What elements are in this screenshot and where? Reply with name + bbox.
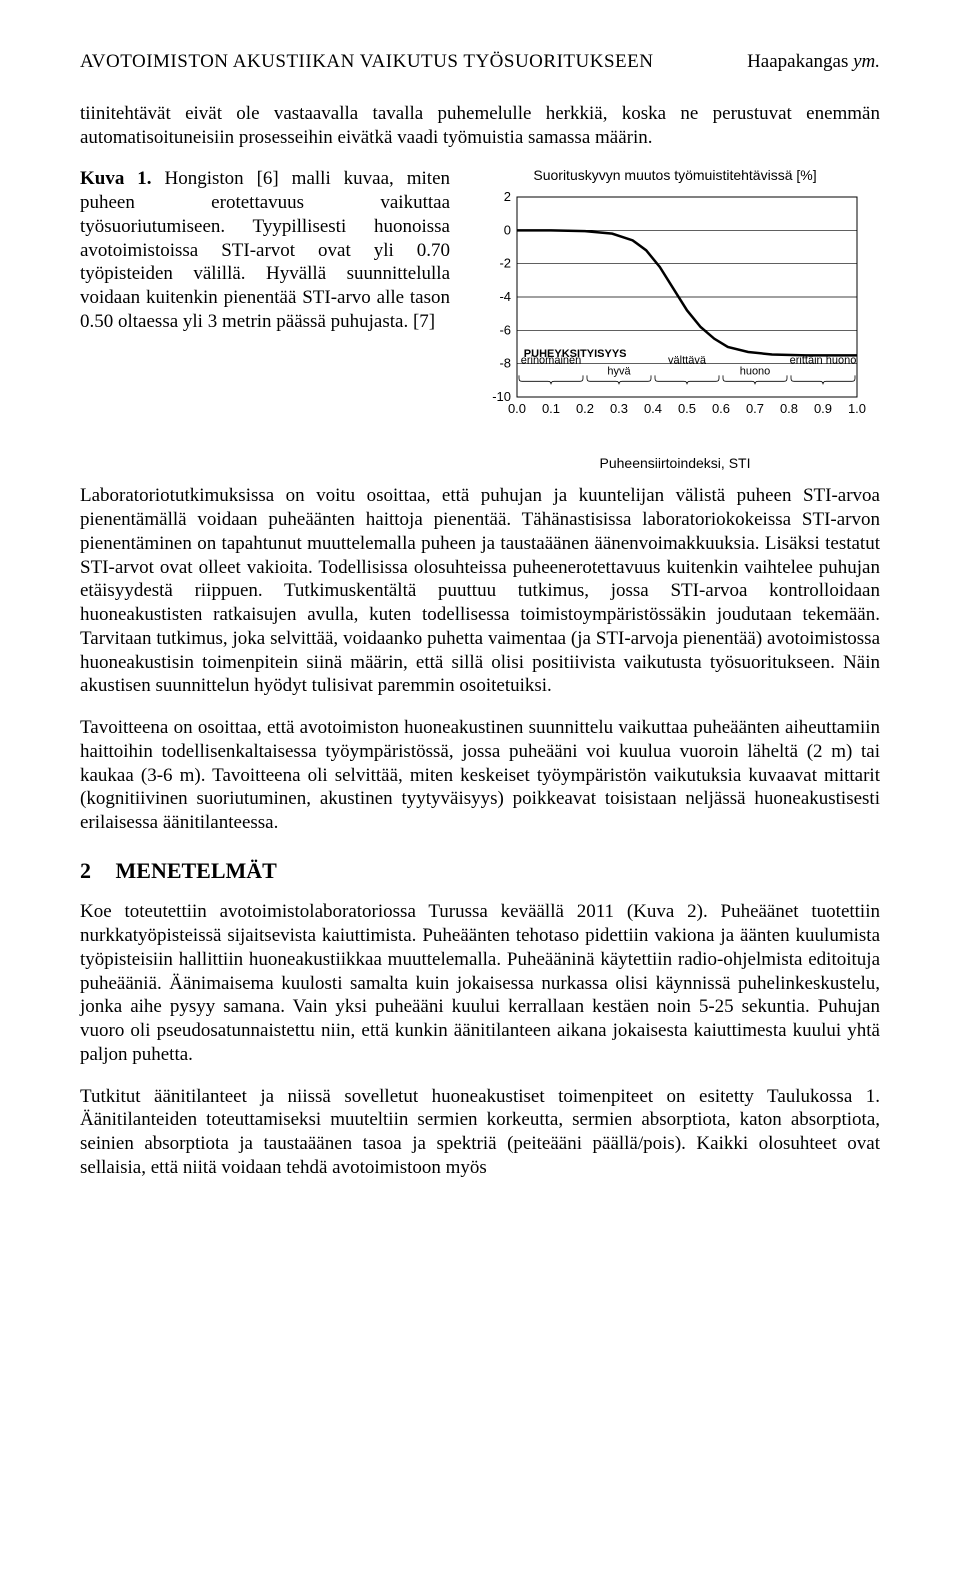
- section2-number: 2: [80, 857, 110, 885]
- figure1-row: Kuva 1. Hongiston [6] malli kuvaa, miten…: [80, 167, 880, 472]
- svg-text:huono: huono: [740, 365, 771, 377]
- method-paragraph-1: Koe toteutettiin avotoimistolaboratorios…: [80, 900, 880, 1066]
- svg-text:-8: -8: [499, 355, 511, 370]
- svg-text:välttävä: välttävä: [668, 354, 707, 366]
- svg-text:0.0: 0.0: [508, 401, 526, 416]
- svg-text:erinomainen: erinomainen: [521, 354, 582, 366]
- intro-paragraph: tiinitehtävät eivät ole vastaavalla tava…: [80, 102, 880, 150]
- svg-text:2: 2: [504, 189, 511, 204]
- header-authors: Haapakangas ym.: [747, 50, 880, 74]
- section2-title: MENETELMÄT: [116, 858, 277, 883]
- figure1-caption-label: Kuva 1.: [80, 168, 152, 189]
- header-author-name: Haapakangas: [747, 51, 853, 72]
- svg-text:0.2: 0.2: [576, 401, 594, 416]
- goal-paragraph: Tavoitteena on osoittaa, että avotoimist…: [80, 716, 880, 835]
- svg-text:0.7: 0.7: [746, 401, 764, 416]
- svg-text:0.3: 0.3: [610, 401, 628, 416]
- svg-text:0.6: 0.6: [712, 401, 730, 416]
- figure1-caption: Kuva 1. Hongiston [6] malli kuvaa, miten…: [80, 167, 450, 333]
- lab-paragraph: Laboratoriotutkimuksissa on voitu osoitt…: [80, 484, 880, 698]
- svg-text:-4: -4: [499, 289, 511, 304]
- section2-heading: 2 MENETELMÄT: [80, 857, 880, 885]
- chart-xlabel: Puheensiirtoindeksi, STI: [470, 455, 880, 473]
- svg-text:1.0: 1.0: [848, 401, 866, 416]
- figure1-caption-text: Hongiston [6] malli kuvaa, miten puheen …: [80, 168, 450, 332]
- svg-text:0.1: 0.1: [542, 401, 560, 416]
- svg-text:0.9: 0.9: [814, 401, 832, 416]
- chart-title: Suorituskyvyn muutos työmuistitehtävissä…: [470, 167, 880, 185]
- figure1-chart: Suorituskyvyn muutos työmuistitehtävissä…: [470, 167, 880, 472]
- svg-text:0.5: 0.5: [678, 401, 696, 416]
- svg-text:-2: -2: [499, 255, 511, 270]
- header-author-suffix: ym.: [853, 51, 880, 72]
- svg-text:hyvä: hyvä: [607, 365, 631, 377]
- svg-text:-6: -6: [499, 322, 511, 337]
- page-header: AVOTOIMISTON AKUSTIIKAN VAIKUTUS TYÖSUOR…: [80, 50, 880, 74]
- method-paragraph-2: Tutkitut äänitilanteet ja niissä sovelle…: [80, 1085, 880, 1180]
- svg-text:0.4: 0.4: [644, 401, 662, 416]
- svg-text:erittäin huono: erittäin huono: [790, 354, 857, 366]
- header-title: AVOTOIMISTON AKUSTIIKAN VAIKUTUS TYÖSUOR…: [80, 50, 653, 74]
- svg-text:0: 0: [504, 222, 511, 237]
- svg-text:0.8: 0.8: [780, 401, 798, 416]
- chart-svg: -10-8-6-4-2020.00.10.20.30.40.50.60.70.8…: [475, 187, 875, 453]
